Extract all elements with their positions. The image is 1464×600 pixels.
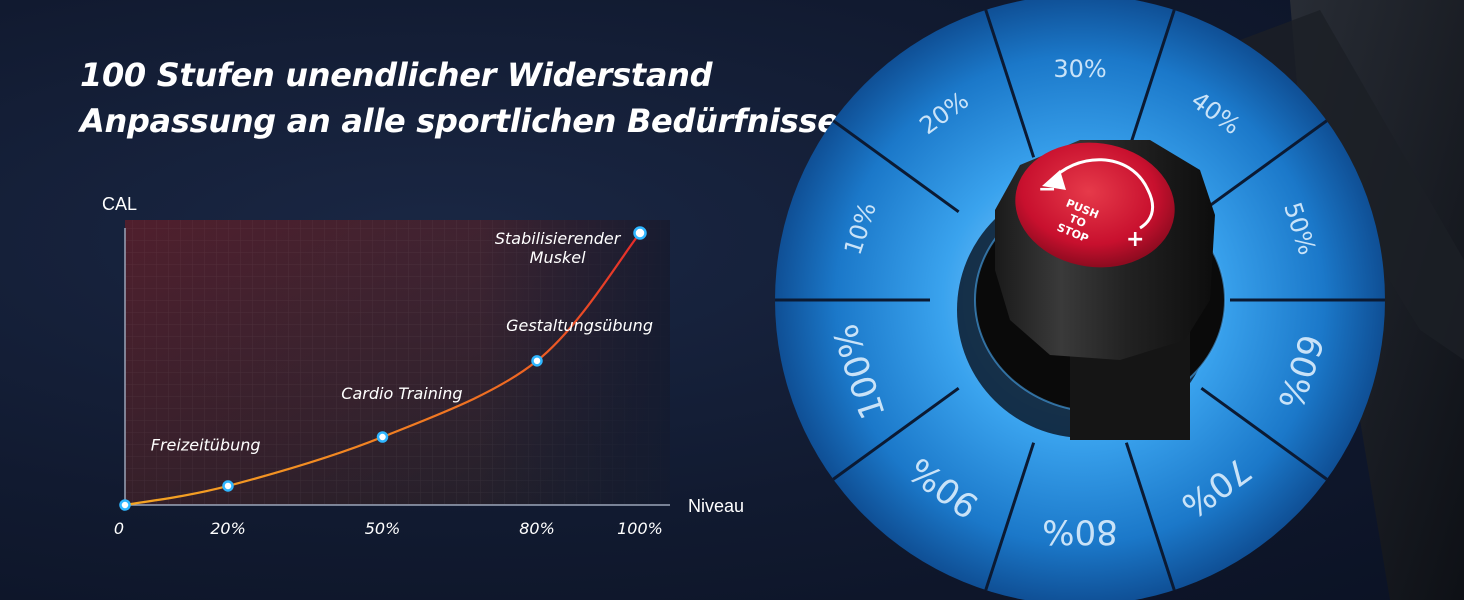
annotation-1: Cardio Training	[341, 384, 462, 403]
knob-text-to: TO	[1067, 212, 1088, 230]
dial-separator-9	[832, 386, 960, 481]
headline-line-1: 100 Stufen unendlicher Widerstand	[80, 56, 713, 94]
headline: 100 Stufen unendlicher Widerstand Anpass…	[80, 52, 839, 144]
x-tick-label-2: 50%	[365, 519, 401, 538]
dial-separator-4	[1200, 119, 1328, 214]
x-tick-label-0: 0	[114, 519, 124, 538]
data-point-3	[531, 355, 543, 367]
dial-separator-2	[984, 9, 1036, 158]
knob-minus: −	[1038, 177, 1056, 202]
data-point-0	[119, 499, 131, 511]
dial-label-7: 80%	[1042, 512, 1118, 552]
annotation-0: Freizeitübung	[151, 436, 261, 455]
knob-arrow-icon	[1048, 158, 1154, 230]
dial-separator-6	[1200, 386, 1328, 481]
x-tick-label-4: 100%	[617, 519, 663, 538]
x-tick-label-1: 20%	[210, 519, 246, 538]
calorie-chart: CAL Niveau 0 20% 50% 80% 100% Freizeitübung C…	[102, 194, 744, 538]
chart-fade	[480, 220, 670, 505]
dial-separator-7	[1124, 442, 1176, 591]
annotation-2: Gestaltungsübung	[506, 316, 653, 335]
x-tick-label-3: 80%	[519, 519, 555, 538]
dial-separator-1	[832, 119, 960, 214]
knob-plus: +	[1126, 227, 1144, 252]
annotation-4: Muskel	[530, 248, 586, 267]
dial-separator-3	[1124, 9, 1176, 158]
data-point-1	[222, 480, 234, 492]
y-axis-label: CAL	[102, 194, 137, 214]
x-axis-label: Niveau	[688, 496, 744, 516]
headline-line-2: Anpassung an alle sportlichen Bedürfniss…	[80, 102, 839, 140]
knob-arrowhead-icon	[1042, 170, 1066, 190]
dial-label-2: 30%	[1053, 55, 1106, 83]
data-point-4	[633, 226, 647, 240]
data-point-2	[376, 431, 389, 443]
calorie-curve	[124, 232, 641, 507]
dial-separator-8	[984, 442, 1036, 591]
annotation-3: Stabilisierender	[495, 229, 622, 248]
